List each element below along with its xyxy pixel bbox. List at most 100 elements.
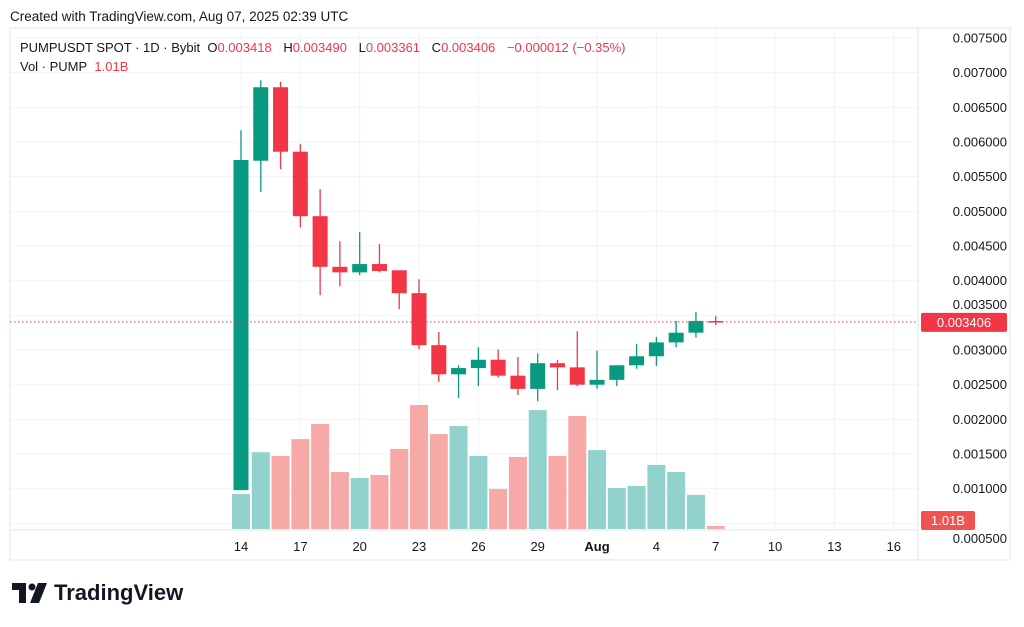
candle-body	[451, 368, 467, 375]
candle	[292, 144, 308, 228]
time-tick-label: 23	[412, 539, 426, 554]
price-tick-label: 0.006500	[953, 100, 1007, 115]
candle	[233, 130, 249, 491]
time-tick-label: 13	[827, 539, 841, 554]
candle	[510, 356, 526, 396]
volume-bar	[588, 450, 607, 529]
candle	[352, 232, 368, 276]
logo-text: TradingView	[54, 580, 184, 605]
volume-bar	[548, 456, 567, 529]
volume-bar	[528, 410, 547, 529]
candle-body	[708, 321, 724, 323]
volume-bar	[489, 488, 508, 529]
candle	[253, 80, 269, 192]
volume-bar	[449, 426, 468, 529]
candle-body	[352, 264, 368, 273]
candle-body	[668, 332, 684, 343]
volume-value: 1.01B	[94, 59, 129, 74]
volume-bar	[291, 439, 310, 529]
volume-bar	[370, 475, 389, 529]
price-tick-label: 0.005000	[953, 204, 1007, 219]
high-label: H	[283, 40, 293, 55]
time-tick-label: 14	[234, 539, 248, 554]
close-value: 0.003406	[441, 40, 496, 55]
candle	[332, 241, 348, 287]
candle-body	[589, 379, 605, 385]
price-tick-label: 0.003500	[953, 297, 1007, 312]
candle-body	[312, 216, 328, 267]
time-tick-label: Aug	[584, 539, 609, 554]
candle-body	[490, 359, 506, 376]
candle	[629, 343, 645, 369]
volume-bar	[271, 456, 290, 529]
last-volume-label: 1.01B	[931, 513, 965, 528]
time-tick-label: 7	[712, 539, 719, 554]
price-tick-label: 0.006000	[953, 135, 1007, 150]
candle-body	[332, 266, 348, 273]
tradingview-logo-icon	[12, 583, 47, 603]
tradingview-logo: TradingView	[12, 580, 183, 606]
candle	[312, 189, 328, 296]
candle-body	[411, 293, 427, 346]
price-tick-label: 0.005500	[953, 169, 1007, 184]
price-tick-label: 0.002500	[953, 377, 1007, 392]
open-value: 0.003418	[217, 40, 272, 55]
candle	[589, 350, 605, 389]
candle-body	[233, 160, 249, 491]
price-tick-label: 0.001000	[953, 481, 1007, 496]
volume-bar	[627, 485, 646, 529]
volume-bar	[647, 464, 666, 529]
time-tick-label: 10	[768, 539, 782, 554]
volume-bar	[469, 456, 488, 529]
candle	[530, 353, 546, 402]
price-tick-label: 0.007500	[953, 31, 1007, 46]
price-tick-label: 0.001500	[953, 447, 1007, 462]
volume-bar	[568, 415, 587, 529]
created-caption: Created with TradingView.com, Aug 07, 20…	[10, 9, 349, 24]
volume-label: Vol · PUMP	[20, 59, 88, 74]
candle-body	[688, 320, 704, 333]
price-tick-label: 0.000500	[953, 531, 1007, 546]
candle-body	[391, 270, 407, 294]
candle-body	[569, 367, 585, 385]
volume-bar	[330, 472, 349, 529]
candle	[431, 332, 447, 382]
candle	[470, 347, 486, 387]
candle-body	[530, 363, 546, 389]
volume-bar	[311, 423, 330, 529]
volume-bar	[508, 456, 527, 529]
volume-bar	[390, 448, 409, 529]
candle	[411, 279, 427, 350]
volume-bar	[667, 472, 686, 529]
close-label: C	[431, 40, 442, 55]
last-price-badge	[921, 312, 1007, 332]
open-label: O	[207, 40, 218, 55]
volume-bar	[232, 493, 250, 529]
candle-body	[431, 345, 447, 375]
candle	[451, 365, 467, 398]
candle	[668, 320, 684, 348]
candle-body	[273, 87, 289, 152]
candle-body	[648, 342, 664, 357]
candle	[549, 359, 565, 391]
chart-frame	[9, 27, 1011, 561]
candle	[391, 270, 407, 310]
time-tick-label: 4	[653, 539, 660, 554]
candle	[648, 336, 664, 366]
last-volume-badge	[921, 511, 975, 530]
candle	[609, 365, 625, 387]
volume-bar	[251, 452, 270, 529]
time-tick-label: 26	[471, 539, 485, 554]
price-tick-label: 0.003000	[953, 343, 1007, 358]
price-tick-label: 0.004000	[953, 273, 1007, 288]
price-tick-label: 0.004500	[953, 239, 1007, 254]
high-value: 0.003490	[292, 40, 347, 55]
price-tick-label: 0.007000	[953, 65, 1007, 80]
candle-body	[629, 356, 645, 366]
volume-bar	[350, 477, 369, 529]
candle	[708, 316, 724, 325]
volume-bar	[607, 488, 626, 529]
time-tick-label: 29	[530, 539, 544, 554]
